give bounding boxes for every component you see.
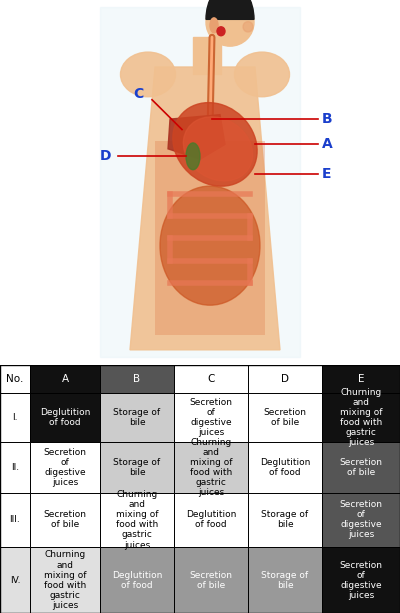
Text: Storage of
bile: Storage of bile: [114, 458, 160, 477]
Bar: [100, 442, 174, 493]
Bar: [155, 142, 265, 335]
Bar: [322, 365, 400, 394]
Wedge shape: [206, 0, 254, 20]
Text: Deglutition
of food: Deglutition of food: [260, 458, 310, 477]
Text: Churning
and
mixing of
food with
gastric
juices: Churning and mixing of food with gastric…: [44, 550, 86, 610]
Bar: [174, 547, 248, 613]
Text: A: A: [322, 137, 333, 151]
Text: B: B: [322, 112, 333, 126]
Text: E: E: [322, 167, 332, 181]
Bar: [0, 493, 30, 547]
Text: Secretion
of bile: Secretion of bile: [264, 408, 306, 427]
Bar: [0, 547, 30, 613]
Text: C: C: [207, 374, 215, 384]
Text: D: D: [281, 374, 289, 384]
Text: Secretion
of
digestive
juices: Secretion of digestive juices: [340, 500, 382, 539]
Text: Secretion
of
digestive
juices: Secretion of digestive juices: [44, 447, 86, 487]
Bar: [322, 493, 400, 547]
Bar: [0, 442, 30, 493]
Text: A: A: [62, 374, 68, 384]
Text: Storage of
bile: Storage of bile: [262, 571, 308, 590]
Text: C: C: [133, 87, 143, 101]
Text: Secretion
of bile: Secretion of bile: [340, 458, 382, 477]
Bar: [100, 493, 174, 547]
Text: Churning
and
mixing of
food with
gastric
juices: Churning and mixing of food with gastric…: [340, 388, 382, 447]
Text: Deglutition
of food: Deglutition of food: [40, 408, 90, 427]
Bar: [0, 394, 30, 442]
Bar: [248, 493, 322, 547]
Ellipse shape: [206, 0, 254, 46]
Text: B: B: [134, 374, 140, 384]
Ellipse shape: [217, 27, 225, 36]
Bar: [248, 442, 322, 493]
Text: I.: I.: [12, 413, 18, 422]
Text: D: D: [100, 150, 112, 163]
Text: No.: No.: [6, 374, 24, 384]
Bar: [100, 394, 174, 442]
Bar: [30, 394, 100, 442]
Text: II.: II.: [11, 463, 19, 471]
Bar: [0, 365, 30, 394]
Ellipse shape: [234, 52, 290, 97]
Text: Deglutition
of food: Deglutition of food: [112, 571, 162, 590]
Ellipse shape: [160, 186, 260, 305]
Bar: [30, 547, 100, 613]
Text: Secretion
of
digestive
juices: Secretion of digestive juices: [190, 398, 232, 437]
Text: IV.: IV.: [10, 576, 20, 585]
Bar: [193, 37, 221, 74]
Ellipse shape: [243, 21, 253, 32]
Text: Storage of
bile: Storage of bile: [114, 408, 160, 427]
Bar: [30, 365, 100, 394]
Ellipse shape: [210, 18, 218, 32]
Bar: [100, 547, 174, 613]
Bar: [30, 442, 100, 493]
Text: Deglutition
of food: Deglutition of food: [186, 511, 236, 530]
Text: Churning
and
mixing of
food with
gastric
juices: Churning and mixing of food with gastric…: [116, 490, 158, 549]
Text: Churning
and
mixing of
food with
gastric
juices: Churning and mixing of food with gastric…: [190, 438, 232, 497]
Bar: [248, 547, 322, 613]
Text: Secretion
of bile: Secretion of bile: [44, 511, 86, 530]
Bar: [322, 547, 400, 613]
Bar: [174, 365, 248, 394]
Bar: [322, 442, 400, 493]
Bar: [174, 442, 248, 493]
Ellipse shape: [173, 102, 257, 186]
Bar: [174, 394, 248, 442]
Ellipse shape: [120, 52, 176, 97]
Bar: [100, 365, 174, 394]
Ellipse shape: [186, 143, 200, 170]
Polygon shape: [130, 67, 280, 350]
Polygon shape: [168, 115, 225, 159]
Ellipse shape: [183, 117, 253, 181]
Bar: [322, 394, 400, 442]
Text: E: E: [358, 374, 364, 384]
Bar: [30, 493, 100, 547]
Bar: [174, 493, 248, 547]
Text: Secretion
of
digestive
juices: Secretion of digestive juices: [340, 560, 382, 600]
Text: Secretion
of bile: Secretion of bile: [190, 571, 232, 590]
Text: Storage of
bile: Storage of bile: [262, 511, 308, 530]
Bar: [248, 394, 322, 442]
Bar: [100, 7, 300, 357]
Text: III.: III.: [10, 516, 20, 524]
Bar: [248, 365, 322, 394]
